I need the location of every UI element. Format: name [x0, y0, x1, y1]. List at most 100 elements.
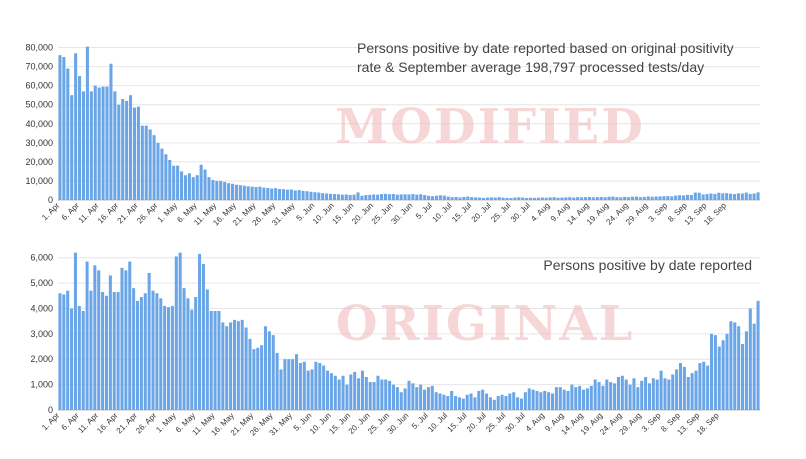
bar — [658, 196, 662, 200]
bar — [89, 290, 93, 410]
bar — [570, 384, 574, 410]
bar — [458, 197, 462, 200]
bar — [485, 197, 489, 200]
bar — [391, 194, 395, 200]
bar — [62, 57, 66, 201]
bar — [717, 346, 721, 410]
bar — [607, 196, 611, 200]
bar — [706, 365, 710, 410]
bar — [187, 173, 191, 200]
bar — [356, 192, 360, 200]
x-tick-label: 1. Apr — [40, 411, 61, 432]
bar — [223, 181, 227, 200]
bar — [407, 380, 411, 410]
y-tick-label: 80,000 — [25, 43, 53, 53]
bar — [544, 197, 548, 200]
bar — [654, 196, 658, 200]
bar — [419, 194, 423, 200]
bar — [509, 198, 513, 200]
bar — [109, 63, 113, 201]
bar — [262, 187, 266, 200]
bar — [372, 194, 376, 200]
bar — [438, 393, 442, 410]
y-tick-label: 0 — [48, 195, 53, 205]
bar — [736, 193, 740, 200]
bar — [671, 374, 675, 410]
bar — [521, 197, 525, 200]
y-tick-label: 0 — [48, 405, 53, 415]
bar — [666, 196, 670, 200]
bar — [139, 297, 143, 410]
bar — [164, 154, 168, 200]
bar — [599, 196, 603, 200]
y-tick-label: 20,000 — [25, 157, 53, 167]
bar — [566, 390, 570, 410]
bar — [113, 91, 117, 200]
bar — [383, 193, 387, 200]
bar — [156, 142, 160, 200]
chart-original: 0 1,000 2,000 3,000 4,000 5,000 6,000 ORIGINAL 1… — [30, 252, 760, 438]
y-tick-label: 70,000 — [25, 62, 53, 72]
bar — [129, 95, 133, 200]
bar — [615, 197, 619, 200]
bar — [457, 397, 461, 410]
bar — [646, 196, 650, 200]
bar — [667, 379, 671, 410]
bar — [191, 177, 195, 200]
bar — [748, 193, 752, 200]
bar — [474, 197, 478, 200]
bar — [93, 265, 97, 410]
bar — [340, 194, 344, 200]
bar — [227, 183, 231, 200]
bar — [159, 298, 163, 410]
bar — [651, 378, 655, 410]
bar — [461, 398, 465, 410]
bar — [380, 379, 384, 410]
bar — [540, 197, 544, 200]
bar — [278, 188, 282, 200]
x-tick-label: 15. Jul — [450, 201, 473, 224]
bar — [419, 384, 423, 410]
bar — [659, 370, 663, 410]
bar — [698, 363, 702, 410]
bar — [431, 196, 435, 200]
bar — [120, 267, 124, 410]
bar — [66, 290, 70, 410]
x-tick-label: 25. Jul — [489, 201, 512, 224]
bar — [638, 197, 642, 200]
bar — [211, 179, 215, 200]
bar — [744, 331, 748, 410]
bar — [217, 311, 221, 410]
bar — [274, 188, 278, 200]
bar — [613, 383, 617, 410]
bar — [215, 180, 219, 200]
bar — [531, 389, 535, 410]
bar — [266, 187, 270, 200]
bar — [504, 396, 508, 410]
x-tick-label: 30. Jul — [504, 411, 527, 434]
bar — [631, 196, 635, 200]
bar — [536, 197, 540, 200]
bar — [466, 196, 470, 200]
bar — [505, 197, 509, 200]
bar — [170, 305, 174, 410]
bar — [411, 194, 415, 200]
bar — [360, 370, 364, 410]
bar — [285, 189, 289, 200]
x-tick-label: 30. Jun — [385, 411, 410, 436]
bar — [647, 383, 651, 410]
bar — [81, 91, 86, 200]
bar — [670, 196, 674, 200]
bar — [368, 382, 372, 410]
bar — [198, 253, 202, 410]
bar — [368, 194, 372, 200]
bar — [317, 192, 321, 200]
bar — [399, 194, 403, 200]
bar — [152, 135, 156, 200]
bar — [580, 197, 584, 200]
bar — [116, 291, 120, 410]
bar — [411, 383, 415, 410]
bar — [519, 398, 523, 410]
bar — [160, 148, 164, 200]
bar — [558, 387, 562, 410]
